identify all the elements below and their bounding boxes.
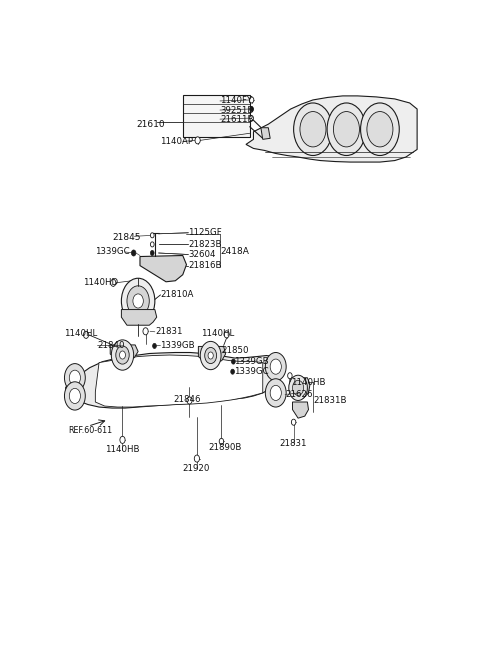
- Text: 21850: 21850: [222, 346, 249, 356]
- Circle shape: [200, 341, 221, 370]
- Polygon shape: [246, 96, 417, 162]
- Text: 39251D: 39251D: [220, 106, 254, 115]
- Text: 1140HB: 1140HB: [290, 379, 325, 387]
- Polygon shape: [121, 310, 156, 325]
- Circle shape: [116, 346, 129, 364]
- Text: 1140HL: 1140HL: [201, 329, 234, 338]
- Circle shape: [132, 250, 136, 256]
- Polygon shape: [290, 378, 310, 400]
- Circle shape: [294, 103, 332, 155]
- Circle shape: [265, 352, 286, 380]
- Text: 21845: 21845: [112, 234, 141, 242]
- Circle shape: [133, 294, 144, 308]
- Circle shape: [250, 115, 253, 121]
- Circle shape: [250, 106, 253, 112]
- Text: 21816B: 21816B: [188, 261, 222, 270]
- Polygon shape: [96, 355, 263, 407]
- Circle shape: [208, 352, 213, 359]
- Text: 1339GC: 1339GC: [234, 367, 269, 376]
- Polygon shape: [198, 346, 226, 364]
- Circle shape: [249, 97, 254, 103]
- Text: 1140HB: 1140HB: [106, 445, 140, 455]
- Text: 1140FY: 1140FY: [220, 96, 252, 106]
- Circle shape: [204, 348, 216, 363]
- Circle shape: [291, 419, 296, 425]
- Circle shape: [69, 370, 81, 385]
- Text: 21840: 21840: [97, 341, 125, 350]
- Text: 32604: 32604: [188, 250, 216, 259]
- Circle shape: [143, 328, 148, 335]
- Circle shape: [64, 382, 85, 410]
- Text: 21846: 21846: [173, 395, 201, 404]
- Polygon shape: [66, 352, 283, 408]
- Circle shape: [231, 369, 234, 374]
- Circle shape: [110, 279, 116, 286]
- Polygon shape: [261, 128, 270, 139]
- Circle shape: [360, 103, 399, 155]
- Text: 21611B: 21611B: [220, 115, 253, 123]
- Text: 21610: 21610: [136, 119, 165, 129]
- Text: REF.60-611: REF.60-611: [68, 426, 112, 435]
- Text: 21823B: 21823B: [188, 240, 222, 249]
- Text: 21810A: 21810A: [160, 291, 194, 299]
- Circle shape: [120, 351, 125, 359]
- Text: 1339GC: 1339GC: [96, 247, 130, 256]
- Polygon shape: [110, 345, 138, 361]
- Text: 21890B: 21890B: [209, 443, 242, 452]
- Circle shape: [289, 375, 307, 400]
- Text: 21831: 21831: [279, 439, 307, 448]
- Circle shape: [150, 242, 154, 247]
- Text: 21831B: 21831B: [313, 396, 347, 405]
- Text: 1339GB: 1339GB: [234, 357, 269, 365]
- Polygon shape: [292, 402, 309, 418]
- Text: 1140AP: 1140AP: [160, 137, 193, 146]
- Circle shape: [219, 438, 224, 444]
- Circle shape: [367, 112, 393, 147]
- Circle shape: [224, 331, 229, 338]
- Circle shape: [84, 331, 89, 338]
- Circle shape: [265, 379, 286, 407]
- Text: 21626: 21626: [285, 390, 312, 399]
- Circle shape: [288, 373, 292, 379]
- Text: 1339GB: 1339GB: [160, 341, 195, 350]
- Circle shape: [64, 363, 85, 392]
- Text: 1140HL: 1140HL: [64, 329, 97, 338]
- Circle shape: [300, 112, 326, 147]
- Circle shape: [153, 343, 156, 348]
- Text: 1125GF: 1125GF: [188, 228, 222, 237]
- Polygon shape: [183, 95, 250, 137]
- Polygon shape: [140, 255, 186, 282]
- Circle shape: [195, 137, 200, 144]
- Circle shape: [150, 251, 154, 255]
- Circle shape: [111, 340, 133, 370]
- Circle shape: [187, 397, 192, 404]
- Text: 2418A: 2418A: [220, 247, 249, 256]
- Circle shape: [231, 359, 235, 364]
- Circle shape: [270, 385, 281, 400]
- Circle shape: [69, 388, 81, 403]
- Circle shape: [334, 112, 360, 147]
- Circle shape: [150, 233, 154, 238]
- Text: 21831: 21831: [155, 327, 182, 337]
- Circle shape: [270, 359, 281, 374]
- Circle shape: [121, 278, 155, 323]
- Text: 21920: 21920: [183, 464, 210, 473]
- Circle shape: [194, 455, 200, 462]
- Circle shape: [120, 436, 125, 443]
- Text: 1140HD: 1140HD: [84, 278, 119, 287]
- Circle shape: [327, 103, 366, 155]
- Circle shape: [127, 286, 149, 316]
- Circle shape: [292, 380, 304, 396]
